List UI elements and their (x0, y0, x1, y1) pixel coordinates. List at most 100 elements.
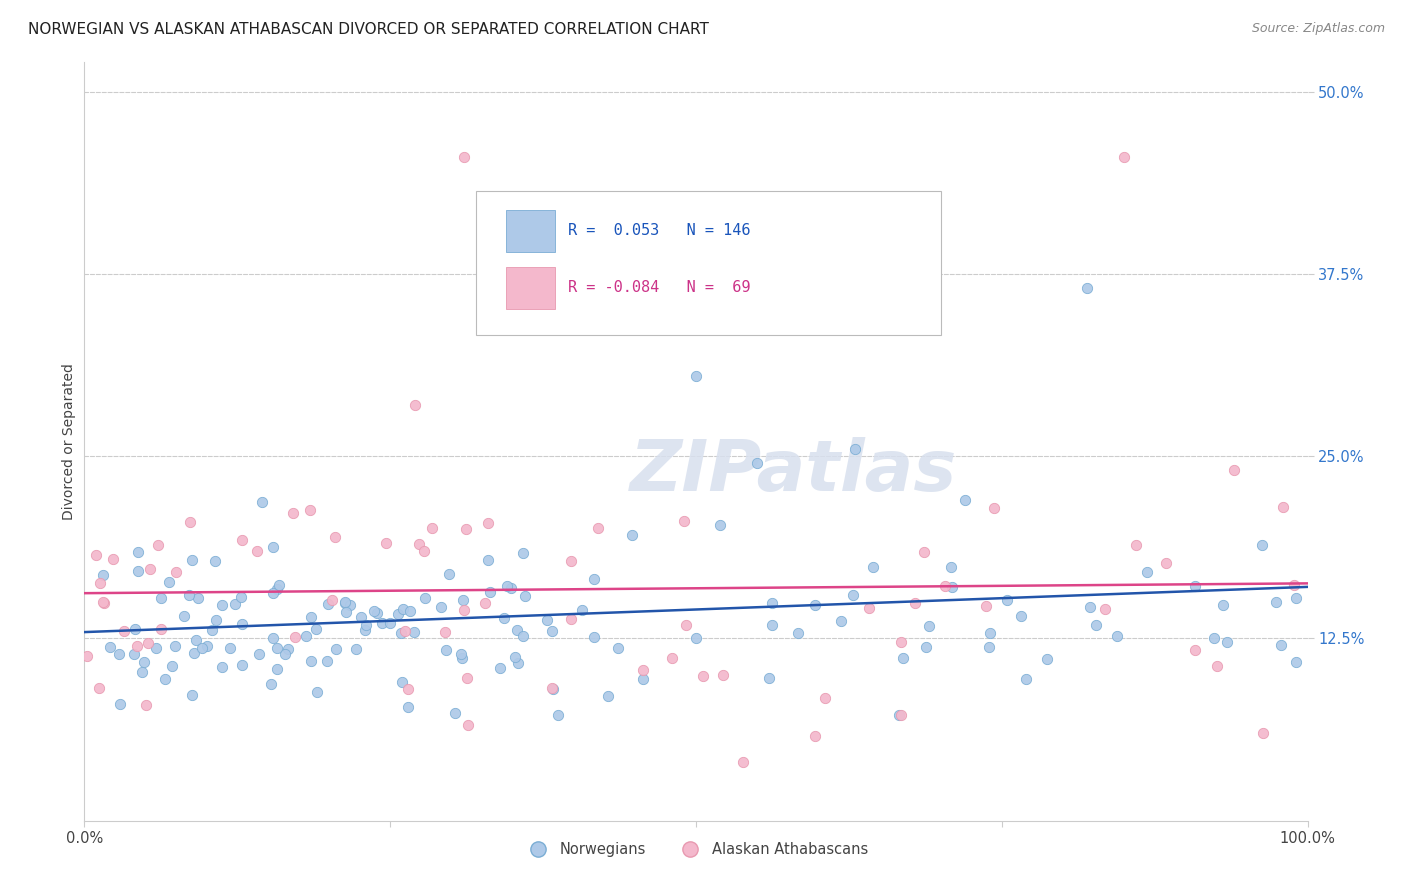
Point (375, 535, 398, 549)
Point (108, 697, 131, 711)
Point (979, 626, 1001, 640)
Point (1154, 556, 1177, 570)
Point (631, 663, 654, 677)
Point (841, 588, 863, 602)
Point (76, 649, 98, 664)
Point (413, 543, 436, 558)
Point (284, 630, 307, 644)
Point (149, 591, 172, 605)
Point (918, 619, 941, 633)
Point (914, 640, 936, 654)
Point (378, 615, 401, 630)
Point (101, 552, 124, 566)
Point (889, 707, 911, 722)
Point (195, 639, 218, 653)
Point (503, 649, 526, 664)
Point (450, 647, 472, 661)
Point (266, 662, 288, 676)
Point (201, 624, 224, 638)
Point (761, 596, 783, 610)
Point (402, 624, 425, 639)
Point (598, 690, 620, 704)
Point (1036, 652, 1059, 666)
Legend: Norwegians, Alaskan Athabascans: Norwegians, Alaskan Athabascans (517, 836, 875, 863)
Point (451, 593, 474, 607)
Point (844, 442, 866, 456)
FancyBboxPatch shape (506, 268, 555, 309)
Point (814, 690, 837, 705)
Point (1010, 608, 1032, 623)
Point (204, 554, 226, 568)
Point (941, 581, 963, 595)
Point (108, 647, 131, 661)
Point (398, 604, 420, 618)
Point (1078, 599, 1101, 614)
Point (183, 647, 205, 661)
Point (294, 629, 316, 643)
Point (305, 684, 328, 698)
Point (333, 595, 356, 609)
Point (112, 624, 135, 639)
Point (246, 544, 269, 558)
Point (787, 625, 810, 640)
Point (127, 564, 149, 578)
Point (1105, 629, 1128, 643)
Point (709, 517, 731, 532)
Point (132, 656, 155, 670)
Point (648, 252, 671, 267)
Point (262, 631, 284, 645)
Point (335, 597, 357, 611)
Point (173, 609, 195, 624)
Text: ZIPatlas: ZIPatlas (630, 437, 957, 507)
Y-axis label: Divorced or Separated: Divorced or Separated (62, 363, 76, 520)
Point (266, 582, 288, 596)
Point (685, 631, 707, 645)
Point (661, 650, 683, 665)
Point (266, 640, 288, 655)
Point (1251, 538, 1274, 552)
Point (131, 665, 153, 680)
Point (506, 623, 529, 637)
Point (413, 591, 436, 605)
Point (560, 554, 582, 568)
Point (862, 560, 884, 574)
Point (344, 641, 367, 656)
Point (153, 672, 176, 686)
Point (1184, 579, 1206, 593)
Point (804, 729, 827, 743)
Point (404, 398, 426, 412)
Point (277, 642, 299, 657)
Point (1284, 655, 1306, 669)
Point (181, 688, 204, 702)
Point (479, 584, 502, 599)
Point (211, 598, 233, 612)
Point (977, 640, 1000, 654)
Point (122, 647, 145, 661)
Point (305, 622, 328, 636)
Point (1204, 631, 1226, 645)
Point (204, 613, 226, 627)
Point (139, 562, 162, 576)
Text: NORWEGIAN VS ALASKAN ATHABASCAN DIVORCED OR SEPARATED CORRELATION CHART: NORWEGIAN VS ALASKAN ATHABASCAN DIVORCED… (28, 22, 709, 37)
Point (934, 579, 956, 593)
Point (512, 546, 534, 560)
Point (136, 636, 159, 650)
Point (1114, 150, 1136, 164)
Point (456, 671, 478, 685)
Text: Source: ZipAtlas.com: Source: ZipAtlas.com (1251, 22, 1385, 36)
Point (316, 597, 339, 611)
Point (1076, 281, 1098, 295)
Point (262, 540, 284, 554)
Point (1216, 635, 1239, 649)
Point (477, 553, 499, 567)
Point (124, 622, 146, 636)
Point (335, 605, 357, 619)
Point (219, 640, 242, 655)
Point (316, 654, 339, 668)
Point (488, 661, 510, 675)
Point (325, 642, 347, 657)
Point (541, 681, 564, 695)
Point (761, 618, 783, 632)
Point (1285, 591, 1308, 605)
Point (620, 527, 643, 541)
